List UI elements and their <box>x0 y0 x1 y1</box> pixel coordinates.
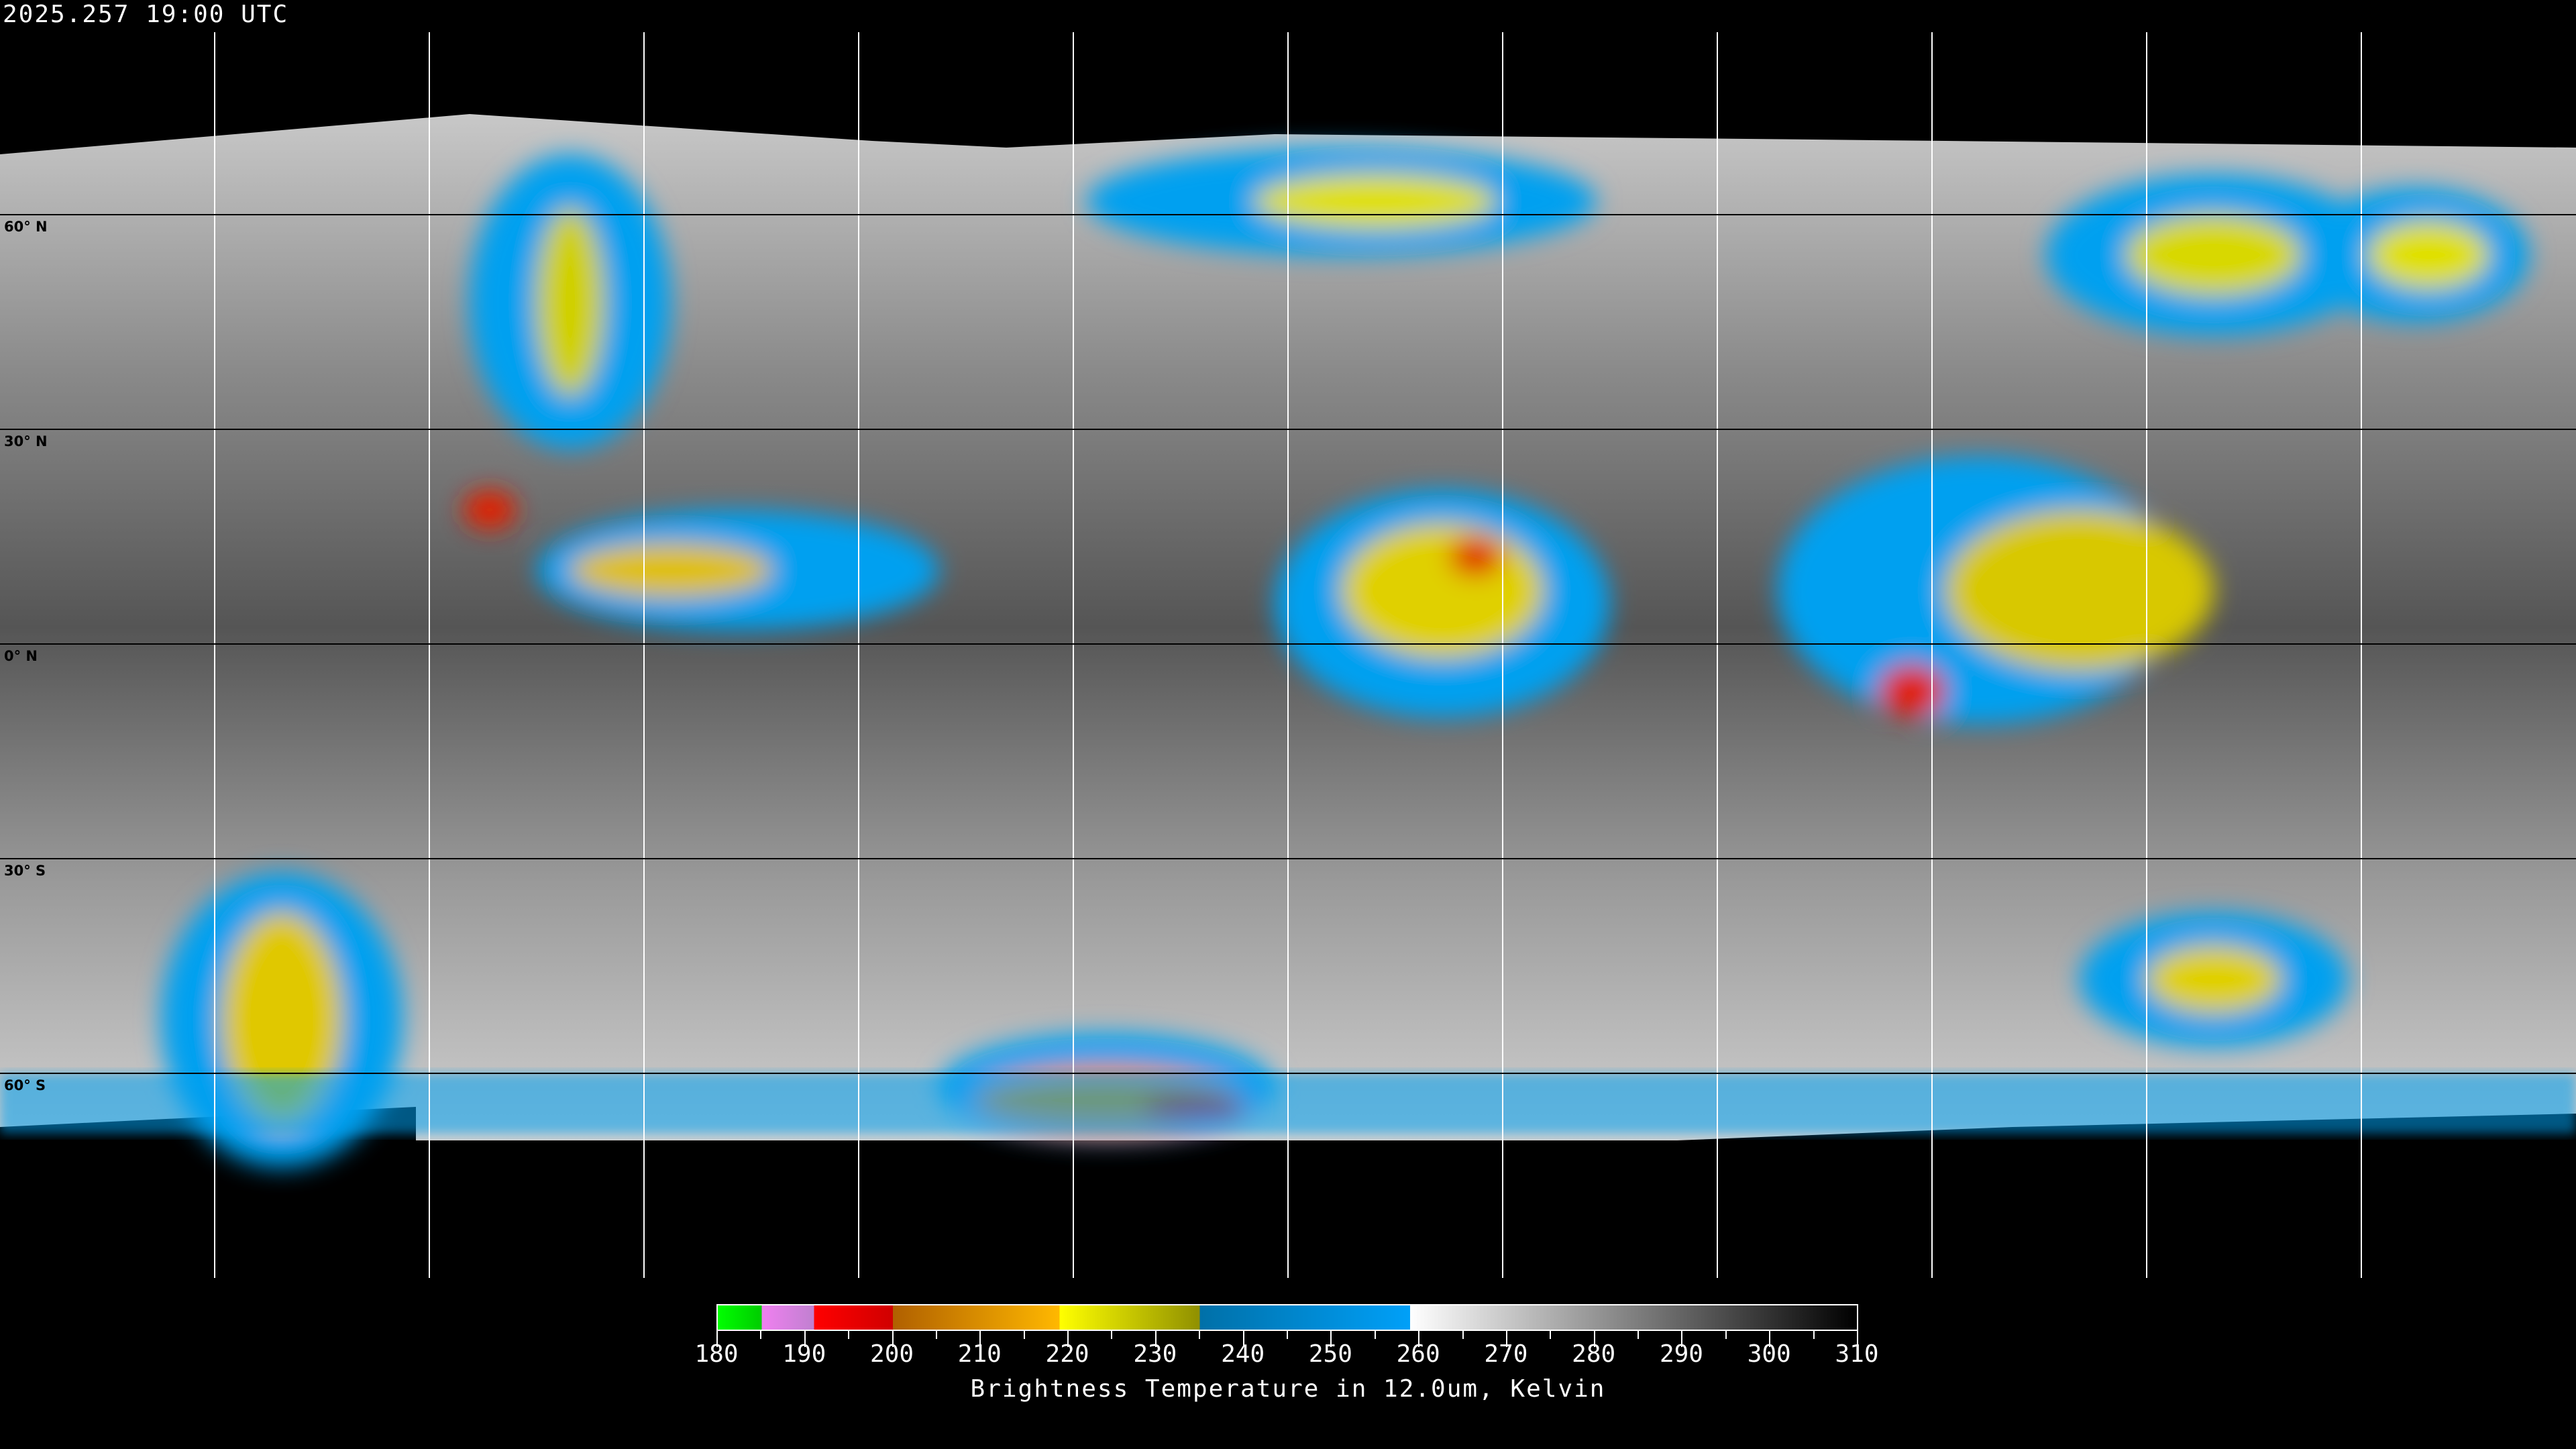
colorbar-tick <box>1725 1331 1727 1339</box>
colorbar-tick <box>1330 1331 1332 1347</box>
colorbar-tick <box>1023 1331 1025 1339</box>
colorbar-tick <box>1111 1331 1113 1339</box>
satellite-ir-map <box>0 32 2576 1278</box>
colorbar-tick <box>1199 1331 1201 1339</box>
colorbar-tick <box>1242 1331 1244 1347</box>
colorbar-tick <box>1287 1331 1288 1339</box>
colorbar-tick <box>1681 1331 1683 1347</box>
colorbar-tick-label: 190 <box>782 1340 826 1368</box>
colorbar-tick <box>1067 1331 1069 1347</box>
colorbar-tick <box>1857 1331 1858 1347</box>
colorbar-tick <box>935 1331 937 1339</box>
graticule <box>0 32 2576 1278</box>
colorbar-tick <box>1813 1331 1815 1339</box>
timestamp-label: 2025.257 19:00 UTC <box>3 1 289 28</box>
colorbar-tick <box>804 1331 806 1347</box>
colorbar-tick-label: 280 <box>1572 1340 1616 1368</box>
colorbar-tick <box>760 1331 762 1339</box>
colorbar-tick-label: 300 <box>1747 1340 1791 1368</box>
colorbar-tick-label: 270 <box>1484 1340 1528 1368</box>
colorbar-tick <box>1769 1331 1771 1347</box>
colorbar-tick-label: 210 <box>957 1340 1002 1368</box>
colorbar-tick <box>1593 1331 1595 1347</box>
colorbar-tick <box>848 1331 850 1339</box>
colorbar-tick-label: 290 <box>1659 1340 1703 1368</box>
colorbar-tick <box>892 1331 894 1347</box>
colorbar-tick <box>1638 1331 1640 1339</box>
colorbar-tick <box>1505 1331 1507 1347</box>
colorbar-tick-label: 310 <box>1835 1340 1879 1368</box>
colorbar-tick-label: 230 <box>1133 1340 1177 1368</box>
latitude-label: 30° S <box>4 863 46 879</box>
colorbar-tick-label: 250 <box>1308 1340 1352 1368</box>
latitude-label: 60° N <box>4 219 48 235</box>
colorbar-tick <box>1418 1331 1420 1347</box>
colorbar-tick-label: 240 <box>1221 1340 1265 1368</box>
colorbar-tick-label: 200 <box>870 1340 914 1368</box>
colorbar <box>716 1304 1858 1331</box>
latitude-label: 30° N <box>4 433 48 449</box>
colorbar-title: Brightness Temperature in 12.0um, Kelvin <box>970 1375 1606 1403</box>
latitude-label: 0° N <box>4 648 38 664</box>
colorbar-tick <box>1374 1331 1376 1339</box>
colorbar-tick <box>716 1331 718 1347</box>
colorbar-tick-label: 260 <box>1396 1340 1440 1368</box>
colorbar-tick <box>1550 1331 1552 1339</box>
colorbar-tick <box>979 1331 981 1347</box>
colorbar-tick-label: 220 <box>1045 1340 1089 1368</box>
colorbar-tick-label: 180 <box>694 1340 739 1368</box>
colorbar-tick <box>1462 1331 1464 1339</box>
latitude-label: 60° S <box>4 1077 46 1093</box>
colorbar-tick <box>1155 1331 1157 1347</box>
